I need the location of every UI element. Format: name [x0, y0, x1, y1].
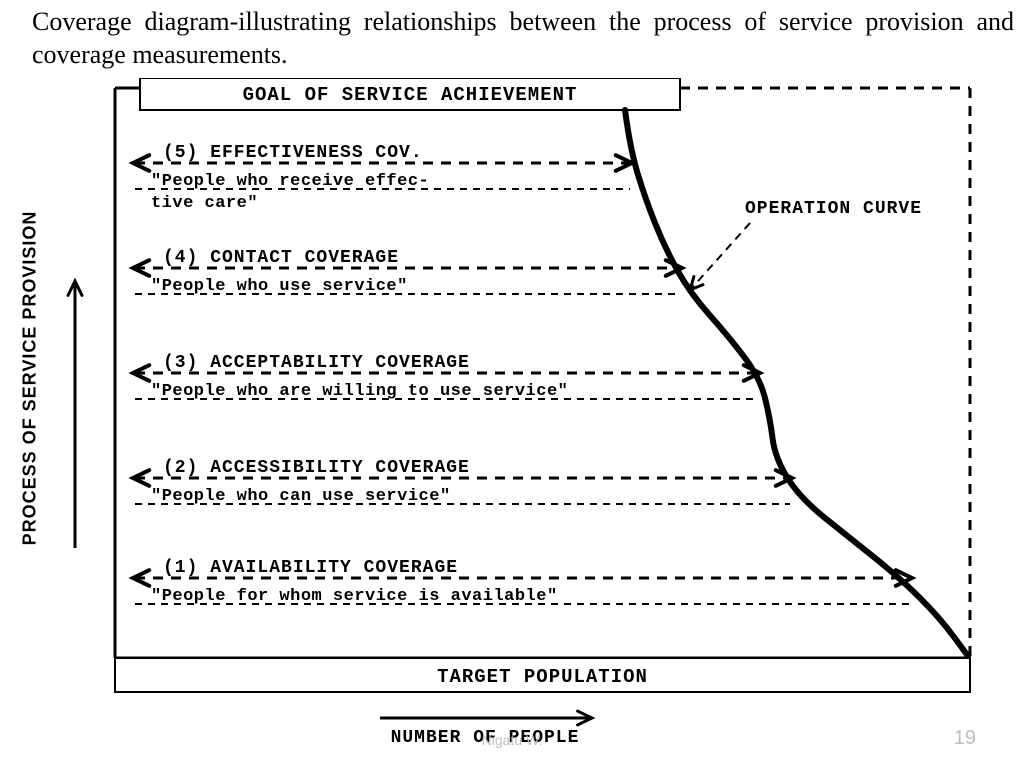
svg-text:tive care": tive care" — [151, 194, 258, 213]
page-number: 19 — [954, 727, 976, 750]
svg-text:OPERATION CURVE: OPERATION CURVE — [745, 199, 922, 219]
svg-text:(3) ACCEPTABILITY COVERAGE: (3) ACCEPTABILITY COVERAGE — [163, 353, 470, 373]
svg-text:"People who can use service": "People who can use service" — [151, 487, 451, 506]
svg-text:(1) AVAILABILITY COVERAGE: (1) AVAILABILITY COVERAGE — [163, 558, 458, 578]
svg-text:GOAL OF SERVICE ACHIEVEMENT: GOAL OF SERVICE ACHIEVEMENT — [243, 84, 578, 106]
svg-text:"People who receive effec-: "People who receive effec- — [151, 172, 429, 191]
svg-text:(2) ACCESSIBILITY COVERAGE: (2) ACCESSIBILITY COVERAGE — [163, 458, 470, 478]
caption-text: Coverage diagram-illustrating relationsh… — [32, 6, 1014, 71]
diagram-svg: GOAL OF SERVICE ACHIEVEMENT TARGET POPULA… — [30, 78, 990, 748]
svg-text:(4) CONTACT COVERAGE: (4) CONTACT COVERAGE — [163, 248, 399, 268]
svg-text:"People for whom service is av: "People for whom service is available" — [151, 587, 558, 606]
svg-text:"People who are willing to use: "People who are willing to use service" — [151, 382, 568, 401]
coverage-diagram: PROCESS OF SERVICE PROVISION GOAL OF SER… — [30, 78, 990, 748]
svg-text:(5) EFFECTIVENESS COV.: (5) EFFECTIVENESS COV. — [163, 143, 423, 163]
svg-text:TARGET POPULATION: TARGET POPULATION — [437, 666, 648, 688]
watermark-text: Nigatu W. — [482, 732, 543, 748]
svg-text:"People who use service": "People who use service" — [151, 277, 408, 296]
